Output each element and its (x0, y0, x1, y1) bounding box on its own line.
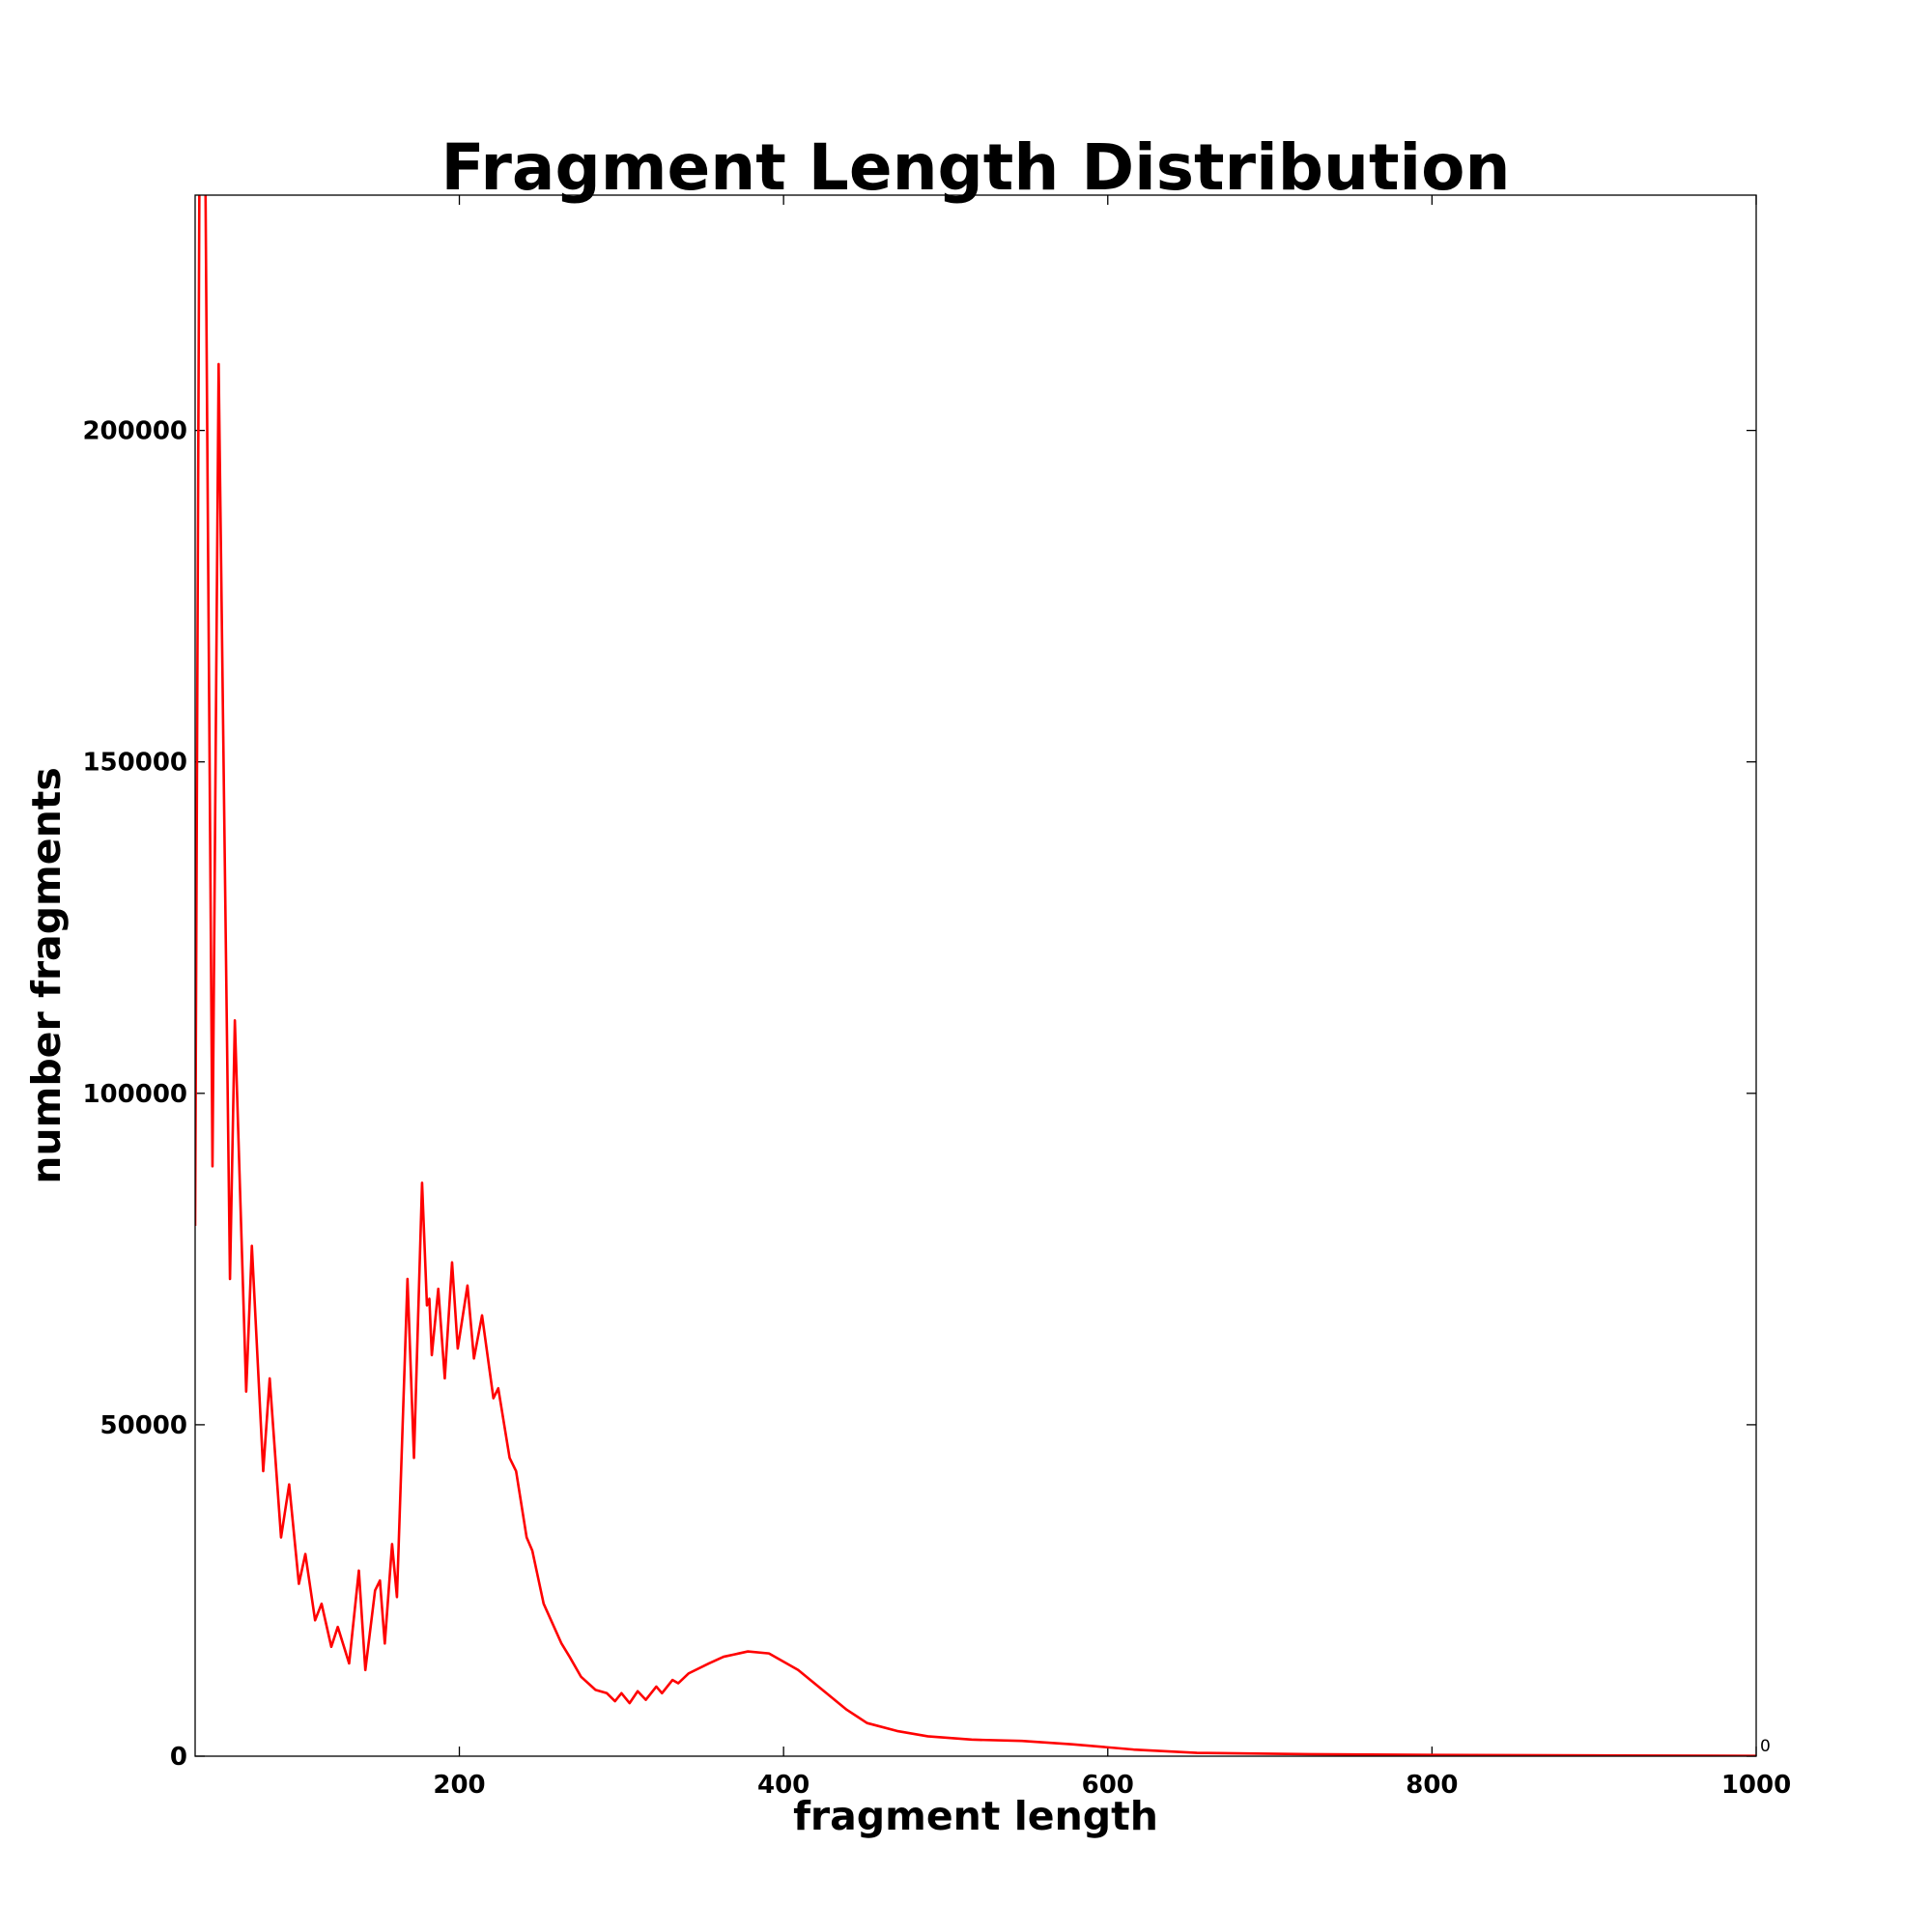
x-tick-label: 200 (433, 1771, 485, 1800)
y-tick-label: 0 (170, 1743, 187, 1772)
annotation: 0 (1760, 1737, 1771, 1756)
y-tick-label: 150000 (82, 749, 187, 778)
y-axis-label: number fragments (23, 767, 70, 1184)
chart-title: Fragment Length Distribution (441, 130, 1511, 205)
data-line (195, 195, 1756, 1756)
y-tick-label: 100000 (82, 1080, 187, 1109)
y-tick-label: 200000 (82, 417, 187, 446)
x-tick-label: 1000 (1721, 1771, 1791, 1800)
plot-frame (194, 194, 1757, 1757)
x-tick-label: 800 (1406, 1771, 1458, 1800)
y-tick-label: 50000 (100, 1411, 187, 1440)
x-tick-label: 400 (757, 1771, 810, 1800)
x-axis-label: fragment length (793, 1793, 1158, 1839)
x-tick-label: 600 (1082, 1771, 1134, 1800)
